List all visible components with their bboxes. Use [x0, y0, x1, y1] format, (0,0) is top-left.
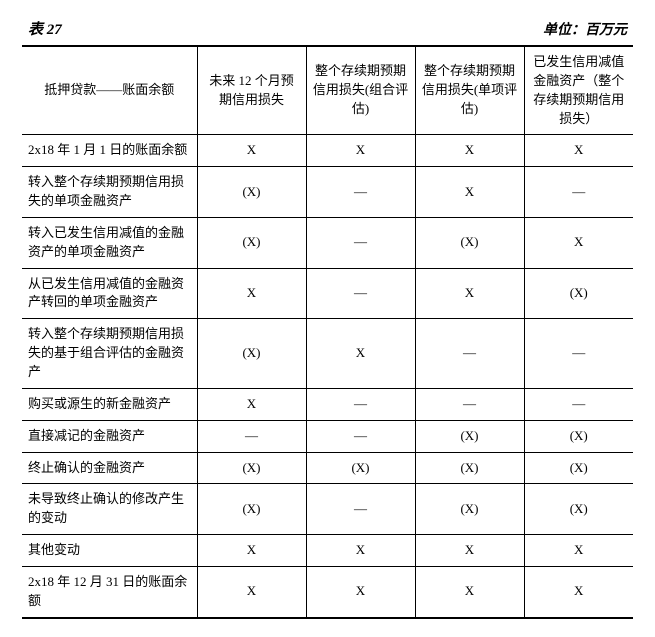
row-label: 转入整个存续期预期信用损失的单项金融资产	[22, 167, 197, 218]
loan-balance-table: 抵押贷款——账面余额 未来 12 个月预期信用损失 整个存续期预期信用损失(组合…	[22, 45, 633, 619]
cell-value: (X)	[415, 420, 524, 452]
col-head-3: 整个存续期预期信用损失(单项评估)	[415, 46, 524, 135]
row-label: 转入已发生信用减值的金融资产的单项金融资产	[22, 217, 197, 268]
row-label: 转入整个存续期预期信用损失的基于组合评估的金融资产	[22, 319, 197, 389]
cell-value: (X)	[197, 452, 306, 484]
table-row: 购买或源生的新金融资产X———	[22, 388, 633, 420]
cell-value: X	[306, 135, 415, 167]
row-label: 未导致终止确认的修改产生的变动	[22, 484, 197, 535]
cell-value: (X)	[197, 167, 306, 218]
col-head-label: 抵押贷款——账面余额	[22, 46, 197, 135]
cell-value: (X)	[197, 319, 306, 389]
cell-value: X	[415, 135, 524, 167]
cell-value: (X)	[524, 484, 633, 535]
cell-value: (X)	[415, 484, 524, 535]
table-unit: 单位：百万元	[543, 19, 627, 39]
table-row: 转入整个存续期预期信用损失的基于组合评估的金融资产(X)X——	[22, 319, 633, 389]
row-label: 购买或源生的新金融资产	[22, 388, 197, 420]
table-row: 直接减记的金融资产——(X)(X)	[22, 420, 633, 452]
table-number: 表 27	[28, 18, 62, 39]
cell-value: —	[306, 167, 415, 218]
table-row: 2x18 年 1 月 1 日的账面余额XXXX	[22, 135, 633, 167]
cell-value: X	[524, 566, 633, 617]
row-label: 从已发生信用减值的金融资产转回的单项金融资产	[22, 268, 197, 319]
cell-value: (X)	[197, 217, 306, 268]
cell-value: X	[415, 535, 524, 567]
cell-value: X	[415, 268, 524, 319]
cell-value: (X)	[524, 452, 633, 484]
cell-value: —	[524, 319, 633, 389]
cell-value: X	[197, 535, 306, 567]
cell-value: X	[197, 135, 306, 167]
row-label: 终止确认的金融资产	[22, 452, 197, 484]
cell-value: —	[306, 217, 415, 268]
table-row: 2x18 年 12 月 31 日的账面余额XXXX	[22, 566, 633, 617]
table-body: 2x18 年 1 月 1 日的账面余额XXXX转入整个存续期预期信用损失的单项金…	[22, 135, 633, 618]
cell-value: (X)	[306, 452, 415, 484]
cell-value: X	[524, 135, 633, 167]
cell-value: X	[306, 535, 415, 567]
cell-value: X	[197, 268, 306, 319]
cell-value: —	[524, 167, 633, 218]
cell-value: —	[306, 484, 415, 535]
table-row: 其他变动XXXX	[22, 535, 633, 567]
table-row: 转入已发生信用减值的金融资产的单项金融资产(X)—(X)X	[22, 217, 633, 268]
cell-value: (X)	[197, 484, 306, 535]
col-head-1: 未来 12 个月预期信用损失	[197, 46, 306, 135]
cell-value: X	[415, 566, 524, 617]
row-label: 直接减记的金融资产	[22, 420, 197, 452]
table-row: 终止确认的金融资产(X)(X)(X)(X)	[22, 452, 633, 484]
cell-value: X	[415, 167, 524, 218]
cell-value: (X)	[415, 217, 524, 268]
cell-value: (X)	[524, 420, 633, 452]
cell-value: —	[415, 319, 524, 389]
cell-value: X	[524, 217, 633, 268]
cell-value: (X)	[524, 268, 633, 319]
cell-value: —	[306, 388, 415, 420]
row-label: 2x18 年 12 月 31 日的账面余额	[22, 566, 197, 617]
cell-value: —	[415, 388, 524, 420]
table-head-row: 抵押贷款——账面余额 未来 12 个月预期信用损失 整个存续期预期信用损失(组合…	[22, 46, 633, 135]
cell-value: X	[306, 319, 415, 389]
cell-value: X	[306, 566, 415, 617]
table-row: 转入整个存续期预期信用损失的单项金融资产(X)—X—	[22, 167, 633, 218]
col-head-2: 整个存续期预期信用损失(组合评估)	[306, 46, 415, 135]
row-label: 其他变动	[22, 535, 197, 567]
row-label: 2x18 年 1 月 1 日的账面余额	[22, 135, 197, 167]
table-row: 从已发生信用减值的金融资产转回的单项金融资产X—X(X)	[22, 268, 633, 319]
col-head-4: 已发生信用减值金融资产（整个存续期预期信用损失）	[524, 46, 633, 135]
table-row: 未导致终止确认的修改产生的变动(X)—(X)(X)	[22, 484, 633, 535]
cell-value: X	[197, 388, 306, 420]
cell-value: (X)	[415, 452, 524, 484]
cell-value: X	[197, 566, 306, 617]
cell-value: —	[197, 420, 306, 452]
cell-value: X	[524, 535, 633, 567]
cell-value: —	[306, 268, 415, 319]
cell-value: —	[524, 388, 633, 420]
cell-value: —	[306, 420, 415, 452]
table-header-bar: 表 27 单位：百万元	[22, 18, 633, 45]
